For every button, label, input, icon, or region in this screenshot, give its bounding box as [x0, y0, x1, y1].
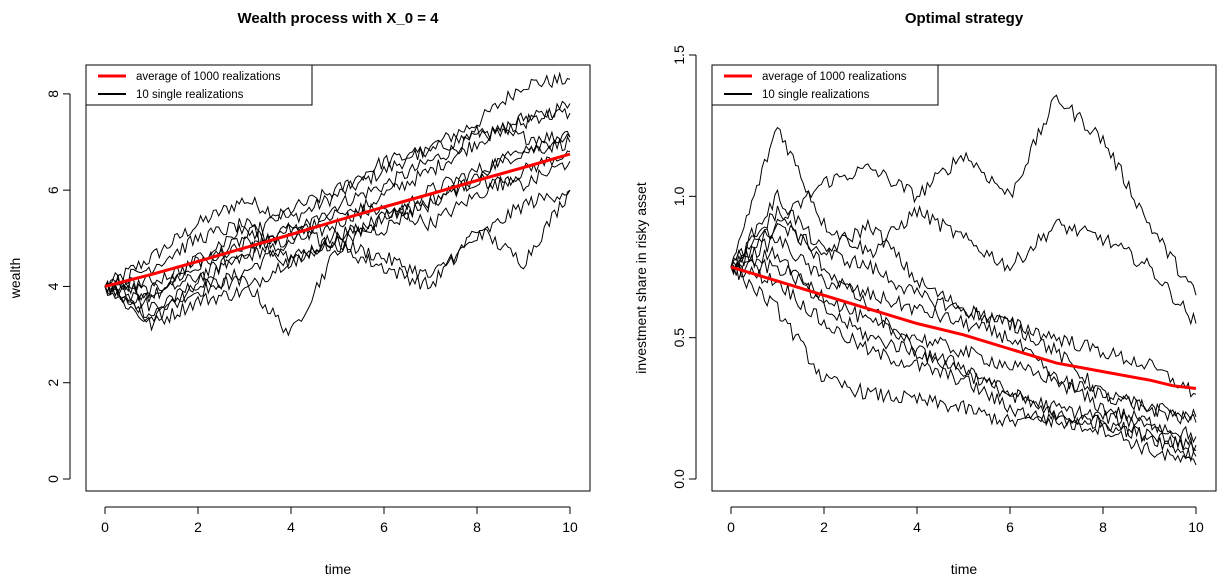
right-single-realization-line — [730, 235, 1197, 444]
right-single-realization-line — [730, 263, 1197, 466]
right-x-tick-label: 0 — [727, 519, 735, 535]
left-single-realization-line — [104, 189, 571, 337]
right-y-tick-label: 1.0 — [671, 186, 687, 206]
right-x-tick-label: 8 — [1099, 519, 1107, 535]
right-legend: average of 1000 realizations 10 single r… — [711, 64, 939, 106]
left-legend: average of 1000 realizations 10 single r… — [85, 64, 313, 106]
right-x-axis-label: time — [951, 561, 978, 577]
left-x-tick-label: 10 — [562, 519, 578, 535]
left-single-realization-line — [104, 100, 571, 319]
right-average-line — [730, 265, 1197, 390]
right-y-tick-label: 0.5 — [671, 328, 687, 348]
right-y-tick-label: 0.0 — [671, 469, 687, 489]
right-x-tick-label: 4 — [913, 519, 921, 535]
right-single-realization-line — [730, 245, 1197, 454]
left-y-tick-label: 2 — [45, 379, 61, 387]
left-x-tick-label: 0 — [101, 519, 109, 535]
left-average-line — [104, 152, 571, 288]
left-chart-title: Wealth process with X_0 = 4 — [237, 10, 439, 27]
left-single-realization-line — [104, 135, 571, 332]
left-y-tick-label: 0 — [45, 475, 61, 483]
right-legend-average-label: average of 1000 realizations — [762, 71, 907, 83]
left-x-axis-label: time — [325, 561, 352, 577]
left-legend-single-label: 10 single realizations — [136, 89, 244, 101]
left-axis-ticks: 0 2 4 6 8 10 0 2 4 6 8 — [45, 90, 578, 535]
right-series-group — [730, 94, 1197, 466]
left-y-tick-label: 4 — [45, 282, 61, 290]
left-chart-panel: Wealth process with X_0 = 4 0 2 4 6 8 10 0 2 4 6 8… — [7, 10, 591, 577]
left-single-realization-line — [104, 161, 571, 303]
left-single-realization-line — [104, 189, 571, 294]
left-y-axis-label: wealth — [7, 258, 23, 299]
left-x-tick-label: 6 — [380, 519, 388, 535]
right-single-realization-line — [730, 126, 1197, 326]
left-x-tick-label: 8 — [473, 519, 481, 535]
right-legend-box — [711, 64, 939, 106]
right-single-realization-line — [730, 188, 1197, 425]
right-axis-ticks: 0 2 4 6 8 10 0.0 0.5 1.0 1.5 — [671, 45, 1204, 535]
left-legend-average-label: average of 1000 realizations — [136, 71, 281, 83]
left-single-realization-line — [104, 71, 571, 288]
right-chart-panel: Optimal strategy 0 2 4 6 8 10 0.0 0.5 1.0 1.5 tim… — [633, 10, 1217, 577]
right-single-realization-line — [730, 94, 1197, 296]
right-plot-frame — [711, 64, 1217, 492]
right-single-realization-line — [730, 264, 1197, 463]
right-x-tick-label: 10 — [1188, 519, 1204, 535]
right-y-tick-label: 1.5 — [671, 45, 687, 65]
right-chart-title: Optimal strategy — [905, 10, 1024, 27]
right-x-tick-label: 2 — [820, 519, 828, 535]
left-y-tick-label: 8 — [45, 90, 61, 98]
right-x-tick-label: 6 — [1006, 519, 1014, 535]
left-y-tick-label: 6 — [45, 186, 61, 194]
left-x-tick-label: 2 — [194, 519, 202, 535]
left-legend-box — [85, 64, 313, 106]
left-plot-frame — [85, 64, 591, 492]
right-legend-single-label: 10 single realizations — [762, 89, 870, 101]
left-series-group — [104, 71, 571, 337]
right-y-axis-label: investment share in risky asset — [633, 182, 649, 374]
left-single-realization-line — [104, 150, 571, 304]
left-single-realization-line — [104, 124, 571, 299]
right-single-realization-line — [730, 222, 1197, 398]
left-x-tick-label: 4 — [287, 519, 295, 535]
